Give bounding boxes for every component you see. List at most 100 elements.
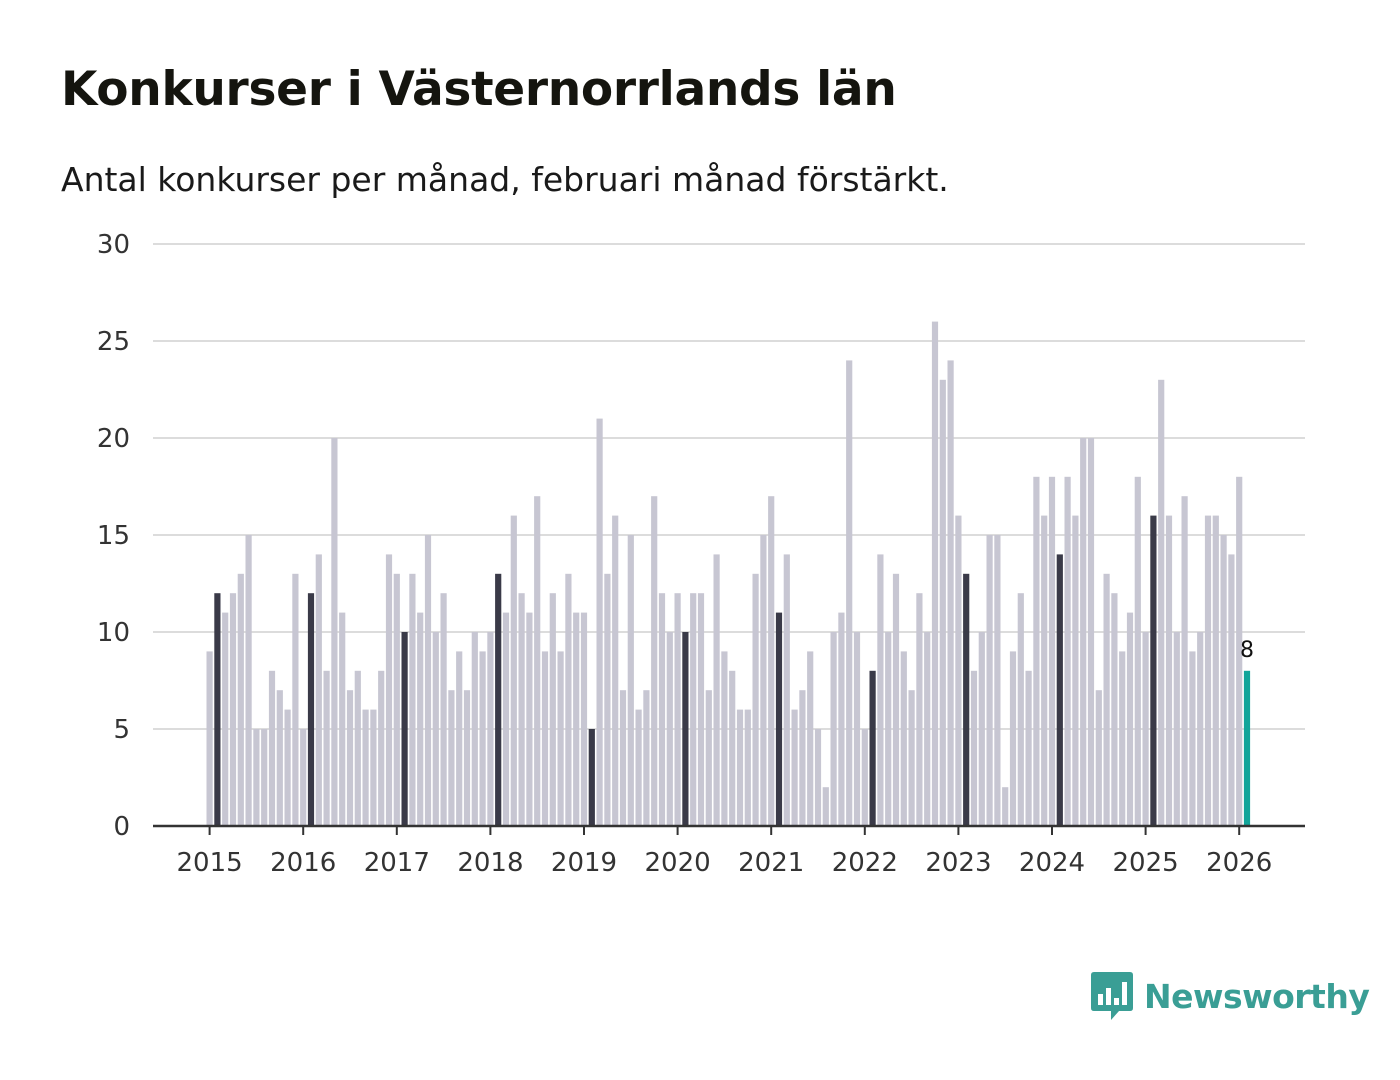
bar	[206, 651, 213, 826]
bar	[791, 709, 798, 826]
bar	[495, 573, 502, 826]
bar	[1103, 573, 1110, 826]
bar	[346, 690, 354, 826]
bar	[697, 593, 705, 826]
bar	[409, 573, 416, 826]
bar	[1119, 651, 1126, 826]
bar	[354, 670, 361, 826]
bar	[456, 651, 463, 826]
bar	[838, 612, 845, 826]
bar	[1111, 593, 1118, 826]
bar	[1181, 496, 1188, 826]
bar	[1236, 476, 1243, 826]
bar	[736, 709, 744, 826]
brand-name: Newsworthy	[1144, 976, 1370, 1016]
bar	[1126, 612, 1134, 826]
bar	[502, 612, 510, 826]
bar	[1002, 787, 1009, 826]
bar	[573, 612, 580, 826]
bar	[1134, 476, 1141, 826]
bar	[1212, 515, 1219, 826]
x-tick-label: 2024	[1019, 848, 1085, 878]
bar	[892, 573, 900, 826]
bar	[651, 496, 658, 826]
bar	[518, 593, 525, 826]
chart-subtitle: Antal konkurser per månad, februari måna…	[61, 160, 949, 199]
bar	[939, 379, 946, 826]
bar	[331, 438, 338, 826]
x-tick-label: 2019	[551, 848, 617, 878]
bar	[986, 535, 993, 826]
bar	[315, 554, 322, 826]
bar	[534, 496, 541, 826]
bar	[885, 632, 892, 826]
bar	[1243, 670, 1251, 826]
bar	[510, 515, 517, 826]
bar	[1165, 515, 1173, 826]
bar	[549, 593, 556, 826]
bar	[284, 709, 291, 826]
bar	[619, 690, 627, 826]
bar	[1204, 515, 1212, 826]
bar	[1158, 379, 1165, 826]
bar	[253, 729, 260, 826]
x-tick-label: 2022	[832, 848, 898, 878]
bar	[1048, 476, 1056, 826]
bar	[658, 593, 666, 826]
bar	[963, 573, 970, 826]
bar	[721, 651, 728, 826]
bar	[580, 612, 588, 826]
bar	[1220, 535, 1227, 826]
bar	[807, 651, 814, 826]
bar	[1142, 632, 1149, 826]
bar	[268, 670, 276, 826]
bar	[276, 690, 283, 826]
bar	[378, 670, 385, 826]
bar	[432, 632, 439, 826]
bar	[222, 612, 229, 826]
last-value-label: 8	[1240, 638, 1254, 663]
x-tick-label: 2025	[1113, 848, 1179, 878]
bar	[1095, 690, 1102, 826]
bar	[261, 729, 268, 826]
bar	[947, 360, 954, 826]
data-labels: 8	[1240, 638, 1254, 663]
bar	[799, 690, 806, 826]
y-tick-label: 0	[113, 812, 130, 842]
x-tick-label: 2015	[177, 848, 243, 878]
bar	[775, 612, 783, 826]
bar	[214, 593, 221, 826]
bar	[557, 651, 564, 826]
bar	[1189, 651, 1196, 826]
bar	[978, 632, 985, 826]
bar	[752, 573, 759, 826]
bar	[908, 690, 915, 826]
y-tick-label: 5	[113, 715, 130, 745]
bar	[713, 554, 720, 826]
bar	[814, 729, 822, 826]
bar	[245, 535, 252, 826]
bars	[206, 321, 1251, 826]
x-tick-label: 2016	[270, 848, 336, 878]
bar	[229, 593, 237, 826]
bar	[604, 573, 611, 826]
bar	[588, 729, 595, 826]
bar	[307, 593, 315, 826]
bar	[463, 690, 471, 826]
bar	[596, 418, 603, 826]
bar	[955, 515, 962, 826]
bar	[846, 360, 853, 826]
bar	[768, 496, 775, 826]
bar	[526, 612, 533, 826]
bar	[760, 535, 767, 826]
bar	[471, 632, 478, 826]
y-tick-label: 15	[97, 521, 130, 551]
bar	[744, 709, 751, 826]
bar	[627, 535, 634, 826]
bar	[1009, 651, 1017, 826]
bar	[682, 632, 689, 826]
bar	[424, 535, 432, 826]
y-tick-label: 10	[97, 618, 130, 648]
bar	[1080, 438, 1087, 826]
y-tick-label: 20	[97, 424, 130, 454]
